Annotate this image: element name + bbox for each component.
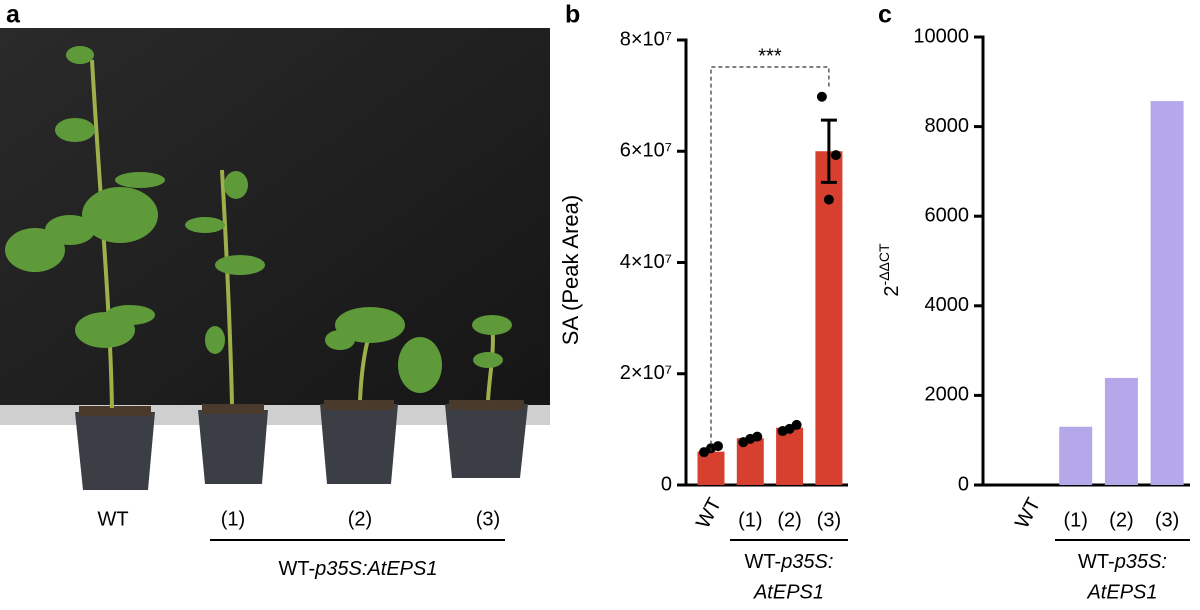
group-label-prefix: WT-	[1078, 551, 1115, 573]
group-label-line2: AtEPS1	[753, 581, 824, 603]
data-point	[784, 423, 795, 434]
panel-label: a	[6, 1, 21, 29]
y-label-base: 2	[881, 285, 903, 296]
panel-label: b	[565, 1, 580, 29]
y-axis-label: 2-ΔΔCT	[876, 243, 904, 297]
plant-label: (1)	[221, 508, 245, 530]
panel-label: c	[878, 1, 892, 29]
y-tick-label: 10000	[913, 25, 969, 47]
y-label-exponent: -ΔΔCT	[876, 243, 892, 285]
significance-bracket	[710, 66, 830, 452]
group-label-prefix: WT-	[745, 551, 782, 573]
bar	[815, 151, 843, 485]
x-tick-label: WT	[1011, 494, 1045, 532]
plant-label: WT	[97, 508, 128, 530]
photo	[0, 28, 550, 490]
x-tick-label: (3)	[817, 509, 841, 531]
plant-label: (3)	[476, 508, 500, 530]
y-tick-label: 8×10⁷	[620, 28, 672, 50]
x-tick-label: (1)	[738, 509, 762, 531]
bar	[776, 427, 804, 485]
group-label: WT-p35S:	[745, 551, 834, 573]
plant-label: (2)	[348, 508, 372, 530]
y-tick-label: 4000	[925, 294, 970, 316]
bar	[697, 451, 725, 485]
data-point	[830, 150, 841, 161]
y-tick-label: 6×10⁷	[620, 140, 672, 162]
group-label-italic: p35S:	[1114, 551, 1167, 573]
data-point	[745, 433, 756, 444]
group-label-italic: p35S:	[780, 551, 833, 573]
bar	[1150, 101, 1184, 486]
group-label: WT-p35S:	[1078, 551, 1167, 573]
x-tick-label: (3)	[1155, 509, 1179, 531]
x-tick-label: WT	[692, 494, 726, 532]
group-label: WT-p35S:AtEPS1	[279, 558, 438, 580]
group-label-prefix: WT-	[279, 558, 316, 580]
y-tick-label: 6000	[925, 204, 970, 226]
y-tick-label: 0	[958, 473, 969, 495]
y-axis-label: SA (Peak Area)	[558, 195, 583, 345]
bar	[1104, 377, 1138, 485]
y-tick-label: 2000	[925, 384, 970, 406]
x-tick-label: (2)	[777, 509, 801, 531]
y-tick-label: 2×10⁷	[620, 362, 672, 384]
group-label-line2: AtEPS1	[1086, 581, 1157, 603]
bar	[1059, 426, 1093, 485]
significance-label: ***	[758, 45, 782, 67]
group-label-italic: p35S:AtEPS1	[314, 558, 437, 580]
data-point	[816, 91, 827, 102]
y-tick-label: 8000	[925, 115, 970, 137]
x-tick-label: (2)	[1109, 509, 1133, 531]
y-tick-label: 0	[661, 473, 672, 495]
y-tick-label: 4×10⁷	[620, 251, 672, 273]
data-point	[823, 194, 834, 205]
x-tick-label: (1)	[1063, 509, 1087, 531]
